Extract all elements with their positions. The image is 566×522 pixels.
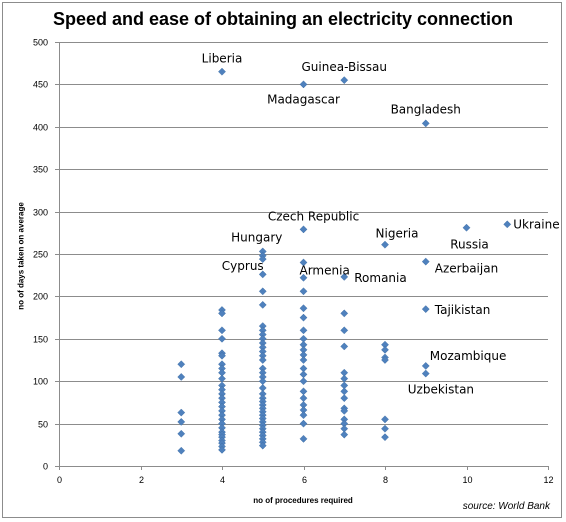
country-label: Ukraine [513,217,559,231]
country-label: Bangladesh [391,102,461,116]
data-point [299,394,308,403]
data-point [258,287,267,296]
data-point [340,342,349,351]
country-label: Nigeria [376,227,419,241]
chart-title: Speed and ease of obtaining an electrici… [52,9,514,29]
data-point [299,419,308,428]
data-point [258,441,267,450]
data-point [258,255,267,263]
country-label: Azerbaijan [435,262,498,276]
data-point [299,273,308,282]
x-tick-label: 2 [139,475,144,485]
x-axis-label: no of procedures required [253,496,353,505]
country-label: Guinea-Bissau [301,60,387,74]
y-tick-label: 400 [33,123,48,133]
data-point [299,225,308,234]
data-point [218,309,226,318]
data-point [340,326,349,335]
x-tick-label: 8 [383,475,388,485]
country-label: Hungary [231,230,282,244]
data-point [299,313,308,322]
y-tick-label: 250 [33,250,48,260]
data-point [218,67,226,76]
data-point [340,76,349,85]
country-label: Mozambique [430,349,507,363]
data-point [299,370,308,379]
data-point [177,408,186,417]
country-label: Romania [354,271,406,285]
data-point [421,362,430,370]
data-point [299,377,308,386]
data-point [381,415,389,424]
data-point [340,430,349,439]
data-point [299,80,308,89]
x-tick-label: 10 [462,475,472,485]
data-point [299,387,308,396]
data-point [503,220,512,229]
data-point [299,434,308,443]
data-point [177,446,186,455]
data-point [381,424,389,433]
data-point [218,446,226,454]
data-point [340,406,349,415]
data-point [340,387,349,396]
x-tick-label: 6 [302,475,307,485]
data-point [299,326,308,335]
y-tick-label: 500 [33,38,48,48]
country-label: Madagascar [267,92,340,106]
data-point [421,305,430,314]
country-label: Armenia [300,263,350,277]
y-tick-label: 50 [38,420,48,430]
data-point [258,377,267,386]
data-point [218,326,226,335]
y-tick-label: 100 [33,377,48,387]
data-point [462,223,471,232]
data-point [299,287,308,296]
source-note: source: World Bank [462,501,550,512]
data-point [177,418,186,426]
data-point [258,356,267,364]
data-point [340,309,349,318]
data-point [258,270,267,279]
data-point [340,273,349,281]
data-point [299,304,308,313]
data-point [340,394,349,403]
data-point [421,369,430,378]
data-point [421,119,430,128]
y-tick-label: 300 [33,208,48,218]
country-label: Liberia [202,52,243,66]
country-label: Tajikistan [434,303,491,317]
data-point [299,411,308,420]
y-tick-label: 350 [33,165,48,175]
data-point [381,433,389,442]
y-tick-label: 200 [33,292,48,302]
data-point [258,300,267,309]
data-point [177,429,186,438]
data-point [218,351,226,360]
x-tick-label: 12 [543,475,553,485]
data-point [299,258,308,267]
chart-frame [2,2,562,518]
country-label: Cyprus [222,259,264,273]
x-tick-label: 0 [57,475,62,485]
data-point [299,356,308,364]
country-label: Russia [450,238,489,252]
data-point [177,373,186,381]
y-tick-label: 0 [43,462,48,472]
data-point [177,360,186,369]
data-point [218,334,226,343]
x-tick-label: 4 [220,475,225,485]
y-tick-label: 150 [33,335,48,345]
country-label: Uzbekistan [408,383,474,397]
data-point [381,356,389,364]
data-point [421,257,430,266]
data-point [381,240,389,249]
data-point [381,345,389,354]
country-label: Czech Republic [268,209,359,223]
y-tick-label: 450 [33,80,48,90]
